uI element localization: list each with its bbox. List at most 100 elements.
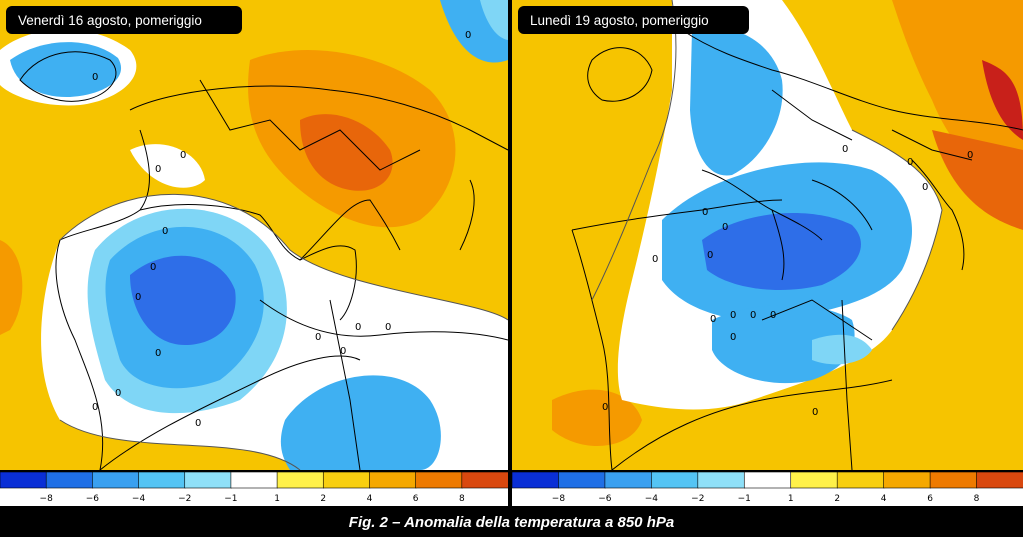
colorbar-swatch (45, 472, 94, 489)
colorbar-tick-label: 1 (274, 494, 280, 504)
colorbar-swatch (230, 472, 278, 489)
extreme-region-east (982, 60, 1023, 140)
colorbar-tick-label: −2 (178, 494, 191, 504)
colorbar-tick-label: 2 (320, 494, 326, 504)
contour-label: 0 (465, 30, 471, 41)
colorbar-tick-label: −8 (552, 494, 566, 504)
colorbar-swatch (461, 472, 508, 489)
colorbar-left: −8 −6 −4 −2 −1 1 2 4 6 8 (0, 472, 508, 506)
contour-label: 0 (730, 310, 736, 321)
contour-label: 0 (710, 314, 716, 325)
colorbar-labels: −8 −6 −4 −2 −1 1 2 4 6 8 (552, 494, 980, 504)
very-cold-region-iberia (130, 255, 236, 345)
colorbar-tick-label: 2 (834, 494, 840, 504)
contour-label: 0 (602, 402, 608, 413)
contour-label: 0 (155, 164, 161, 175)
colorbar-swatch (558, 472, 606, 489)
colorbar-labels: −8 −6 −4 −2 −1 1 2 4 6 8 (40, 494, 465, 504)
colorbar-tick-label: 6 (927, 494, 933, 504)
colorbar-tick-label: 6 (413, 494, 419, 504)
zero-contours-left (59, 193, 508, 470)
colorbar-tick-label: −6 (598, 494, 612, 504)
anomaly-map-right: 0 0 0 0 0 0 0 0 0 0 0 0 0 0 0 (512, 0, 1023, 470)
cold-region-west-europe (690, 27, 783, 176)
very-hot-region-east (932, 130, 1023, 230)
colorbar-svg-left: −8 −6 −4 −2 −1 1 2 4 6 8 (0, 472, 508, 504)
colorbar-swatches (0, 472, 508, 489)
colorbar-tick-label: −4 (645, 494, 659, 504)
colorbar-swatch (184, 472, 232, 489)
panel-title-right: Lunedì 19 agosto, pomeriggio (518, 6, 749, 34)
contour-label: 0 (162, 226, 168, 237)
contour-label: 0 (722, 222, 728, 233)
contour-label: 0 (195, 418, 201, 429)
cold-region-north-africa (280, 375, 441, 470)
colorbar-right: −8 −6 −4 −2 −1 1 2 4 6 8 (512, 472, 1023, 506)
map-panel-right: 0 0 0 0 0 0 0 0 0 0 0 0 0 0 0 Lunedì 19 … (512, 0, 1023, 470)
contour-label: 0 (92, 402, 98, 413)
colorbar-tick-label: −2 (691, 494, 704, 504)
figure-caption: Fig. 2 – Anomalia della temperatura a 85… (348, 514, 675, 531)
contour-label: 0 (340, 346, 346, 357)
contour-label: 0 (135, 292, 141, 303)
contour-labels-right: 0 0 0 0 0 0 0 0 0 0 0 0 0 0 0 (602, 144, 973, 418)
colorbar-swatch (0, 472, 47, 489)
contour-label: 0 (180, 150, 186, 161)
cool-region-corner (480, 0, 508, 40)
colorbar-tick-label: −6 (86, 494, 100, 504)
colorbar-swatch (276, 472, 325, 489)
colorbar-tick-label: 8 (974, 494, 980, 504)
colorbar-swatch (651, 472, 699, 489)
contour-label: 0 (922, 182, 928, 193)
anomaly-map-left: 0 0 0 0 0 0 0 0 0 0 0 0 0 0 0 (0, 0, 508, 470)
colorbar-swatch (92, 472, 140, 489)
neutral-region-france (130, 144, 205, 188)
coastlines-left (19, 51, 508, 470)
colorbar-svg-right: −8 −6 −4 −2 −1 1 2 4 6 8 (512, 472, 1023, 504)
contour-label: 0 (707, 250, 713, 261)
contour-label: 0 (652, 254, 658, 265)
map-panel-left: 0 0 0 0 0 0 0 0 0 0 0 0 0 0 0 Venerdì 16… (0, 0, 508, 470)
colorbar-tick-label: −1 (224, 494, 237, 504)
colorbar-swatch (976, 472, 1023, 489)
colorbar-tick-label: −4 (132, 494, 146, 504)
contour-label: 0 (92, 72, 98, 83)
colorbar-tick-label: 8 (459, 494, 465, 504)
colorbar-swatch (138, 472, 186, 489)
contour-label: 0 (770, 310, 776, 321)
contour-label: 0 (315, 332, 321, 343)
colorbar-swatch (415, 472, 463, 489)
colorbar-swatch (836, 472, 885, 489)
warm-region-atlantic (512, 0, 676, 400)
panel-title-left: Venerdì 16 agosto, pomeriggio (6, 6, 242, 34)
contour-label: 0 (907, 157, 913, 168)
very-cold-region-mediterranean (702, 213, 861, 290)
colorbar-tick-label: 4 (367, 494, 373, 504)
colorbar-swatch (743, 472, 792, 489)
colorbar-swatches (512, 472, 1023, 489)
contour-label: 0 (115, 388, 121, 399)
zero-contours-right (591, 0, 943, 331)
contour-label: 0 (750, 310, 756, 321)
colorbar-tick-label: −1 (738, 494, 751, 504)
colorbar-swatch (369, 472, 417, 489)
colorbar-swatch (604, 472, 653, 489)
colorbar-tick-label: −8 (40, 494, 54, 504)
contour-label: 0 (702, 207, 708, 218)
hot-region-southwest (552, 389, 642, 447)
contour-label: 0 (812, 407, 818, 418)
colorbar-swatch (790, 472, 838, 489)
colorbar-swatch (929, 472, 978, 489)
contour-label: 0 (967, 150, 973, 161)
contour-label: 0 (385, 322, 391, 333)
cold-region-uk (10, 42, 122, 98)
colorbar-swatch (512, 472, 560, 489)
cool-region-north-africa (812, 334, 872, 365)
cold-region-north-africa (712, 305, 855, 384)
very-hot-region (300, 114, 393, 191)
colorbar-tick-label: 1 (788, 494, 794, 504)
contour-label: 0 (155, 348, 161, 359)
contour-label: 0 (150, 262, 156, 273)
contour-labels-left: 0 0 0 0 0 0 0 0 0 0 0 0 0 0 0 (92, 30, 471, 429)
